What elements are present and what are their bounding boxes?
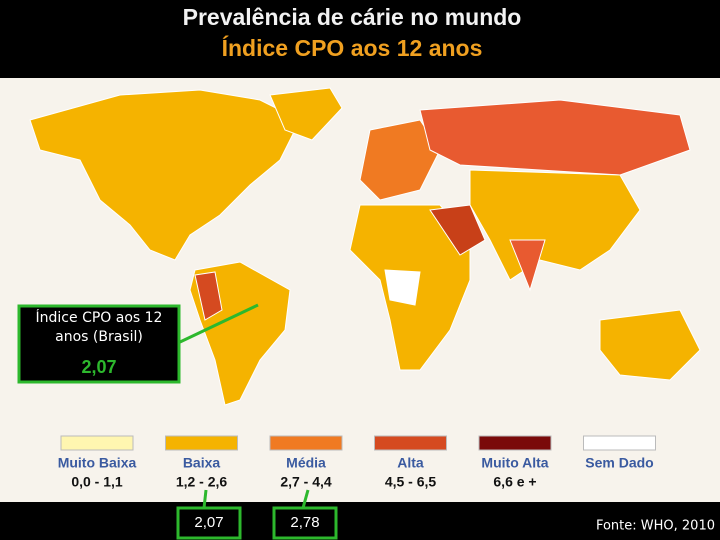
legend-swatch <box>583 435 656 451</box>
legend-range: 2,7 - 4,4 <box>280 474 332 490</box>
source: Fonte: WHO, 2010 <box>596 519 715 534</box>
middle-east <box>429 204 486 256</box>
australia <box>599 309 701 381</box>
north-america <box>29 89 301 261</box>
legend-name: Média <box>286 455 326 471</box>
marker-value: 2,07 <box>194 514 223 531</box>
peru <box>194 271 223 321</box>
asia <box>469 169 641 281</box>
marker-box <box>272 506 338 540</box>
legend-swatch <box>374 435 447 451</box>
marker-line <box>202 489 208 509</box>
callout-label-wrap: Índice CPO aos 12 anos (Brasil) <box>35 310 163 345</box>
pointer-line <box>179 303 259 344</box>
greenland <box>269 87 343 141</box>
no-data-area <box>384 269 421 306</box>
legend-range: 0,0 - 1,1 <box>71 474 123 490</box>
legend-name: Muito Baixa <box>58 455 137 471</box>
europe <box>359 119 441 201</box>
legend-name: Sem Dado <box>585 455 653 471</box>
legend-name: Muito Alta <box>481 455 548 471</box>
india <box>509 239 546 292</box>
marker-value: 2,78 <box>290 514 319 531</box>
callout-label: Índice CPO aos 12 anos (Brasil) <box>35 310 163 345</box>
legend-swatch <box>269 435 343 451</box>
legend-name: Alta <box>397 455 424 471</box>
legend: Muito Baixa 0,0 - 1,1 Baixa 1,2 - 2,6 Média 2… <box>58 435 656 490</box>
legend-name: Baixa <box>183 455 221 471</box>
legend-swatch <box>60 435 134 451</box>
russia <box>419 99 691 176</box>
legend-swatch <box>165 435 238 451</box>
title: Prevalência de cárie no mundo <box>183 4 522 30</box>
legend-swatch <box>478 435 552 451</box>
map <box>29 87 701 406</box>
legend-range: 6,6 e + <box>493 474 536 490</box>
callout-box <box>17 304 181 384</box>
marker-box <box>176 506 242 540</box>
callout-value: 2,07 <box>81 357 116 377</box>
legend-range: 4,5 - 6,5 <box>385 474 437 490</box>
legend-range: 1,2 - 2,6 <box>176 474 228 490</box>
subtitle: Índice CPO aos 12 anos <box>222 34 483 61</box>
markers: 2,07 2,78 <box>176 506 338 540</box>
marker-line <box>301 489 310 509</box>
